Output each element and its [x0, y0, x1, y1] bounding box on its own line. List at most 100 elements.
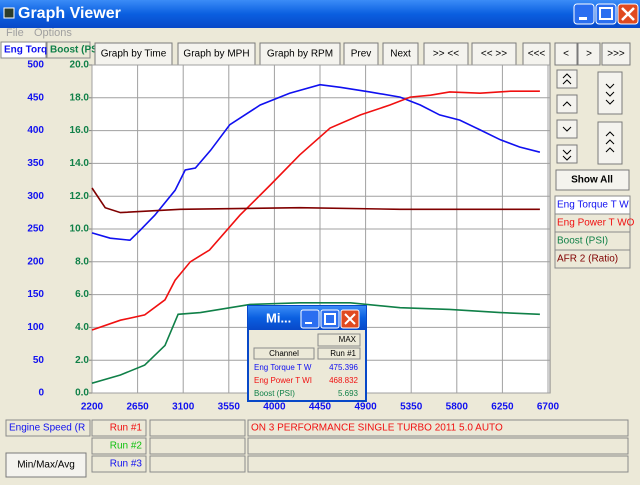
scroll-up[interactable]: [556, 94, 578, 114]
run-label: Run #1: [110, 423, 143, 434]
minimize-button[interactable]: [573, 3, 595, 25]
side-panel: Show All: [555, 69, 630, 191]
y2-tick-label: 2.0: [75, 355, 89, 366]
legend-item[interactable]: Eng Torque T W: [554, 195, 631, 215]
series-line: [91, 187, 540, 214]
close-button[interactable]: [617, 3, 639, 25]
x-tick-label: 6250: [491, 402, 514, 413]
channel-name: Boost (PSI): [254, 389, 295, 398]
y-tick-label: 150: [27, 289, 44, 300]
button-label: << >>: [481, 49, 507, 60]
legend-label: Eng Torque T W: [557, 200, 629, 211]
channel-name: Eng Power T WI: [254, 376, 312, 385]
min-max-avg-button[interactable]: Min/Max/Avg: [5, 452, 87, 478]
toolbar-button[interactable]: Graph by Time: [94, 42, 173, 66]
button-label: <: [563, 49, 569, 60]
toolbar-button[interactable]: >: [577, 42, 601, 66]
button-label: <<<: [528, 49, 546, 60]
toolbar: Graph by Time Graph by MPH Graph by RPM Pre…: [94, 42, 631, 66]
popup-header: MAX: [339, 335, 357, 344]
x-tick-label: 3100: [172, 402, 195, 413]
popup-close[interactable]: [340, 309, 360, 329]
column-header: Run #1: [330, 349, 356, 358]
toolbar-button[interactable]: Graph by RPM: [259, 42, 341, 66]
zoom-out[interactable]: [597, 71, 623, 115]
toolbar-button[interactable]: >>>: [601, 42, 631, 66]
button-frame: [601, 42, 631, 66]
run-label: Run #3: [110, 459, 143, 470]
popup-maximize[interactable]: [320, 309, 340, 329]
y-tick-label: 500: [27, 60, 44, 71]
y2-tick-label: 20.0: [70, 60, 90, 71]
popup-window: Mi... MAX Channel Run #1 Eng Torque T W …: [247, 305, 367, 402]
x-tick-label: 3550: [218, 402, 241, 413]
app-icon: [3, 7, 15, 19]
button-label: >: [586, 49, 592, 60]
legend-label: Eng Power T WO: [557, 218, 635, 229]
y-tick-label: 100: [27, 322, 44, 333]
toolbar-button[interactable]: <: [554, 42, 578, 66]
button-frame: [554, 42, 578, 66]
toolbar-button[interactable]: Next: [382, 42, 419, 66]
channel-value: 5.693: [338, 389, 359, 398]
menu-item[interactable]: File: [6, 27, 24, 39]
scroll-down-fast[interactable]: [556, 144, 578, 164]
toolbar-button[interactable]: >> <<: [423, 42, 469, 66]
x-tick-label: 5350: [400, 402, 423, 413]
x-tick-label: 6700: [537, 402, 560, 413]
button-label: Next: [390, 49, 411, 60]
button-label: Graph by RPM: [267, 49, 333, 60]
toolbar-button[interactable]: <<<: [522, 42, 551, 66]
channel-value: 468.832: [329, 376, 358, 385]
y-tick-label: 200: [27, 256, 44, 267]
y-tick-label: 450: [27, 92, 44, 103]
button-label: Graph by MPH: [183, 49, 249, 60]
toolbar-button[interactable]: << >>: [471, 42, 517, 66]
y2-tick-label: 8.0: [75, 256, 89, 267]
x-tick-label: 5800: [446, 402, 469, 413]
button-frame: [577, 42, 601, 66]
toolbar-button[interactable]: Graph by MPH: [177, 42, 256, 66]
menu-item[interactable]: Options: [34, 27, 72, 39]
show-all-button[interactable]: Show All: [555, 169, 630, 191]
y2-tick-label: 14.0: [70, 158, 90, 169]
legend-frame: [554, 249, 631, 269]
legend-item[interactable]: Boost (PSI): [554, 231, 631, 251]
y-tick-label: 350: [27, 158, 44, 169]
column-header: Channel: [269, 349, 299, 358]
run-label: Run #2: [110, 441, 143, 452]
series-line: [91, 90, 540, 331]
window-title: Graph Viewer: [18, 5, 121, 22]
toolbar-button[interactable]: Prev: [343, 42, 379, 66]
y2-tick-label: 16.0: [70, 125, 90, 136]
x-tick-label: 4000: [263, 402, 286, 413]
scroll-up-fast[interactable]: [556, 69, 578, 89]
button-label: Min/Max/Avg: [17, 460, 75, 471]
channel-value: 475.396: [329, 363, 358, 372]
button-label: Prev: [351, 49, 372, 60]
x-tick-label: 4450: [309, 402, 332, 413]
legend: Eng Torque T W Eng Power T WO Boost (PSI) A…: [554, 195, 635, 269]
tab[interactable]: Boost (PS: [46, 41, 98, 59]
bottom-panel: Engine Speed (R Run #1 Run #2 Run #3 ON …: [5, 419, 629, 478]
y-tick-label: 250: [27, 224, 44, 235]
series-line: [91, 302, 540, 384]
legend-item[interactable]: AFR 2 (Ratio): [554, 249, 631, 269]
y2-tick-label: 4.0: [75, 322, 89, 333]
maximize-button[interactable]: [595, 3, 617, 25]
y2-tick-label: 12.0: [70, 191, 90, 202]
run-description: ON 3 PERFORMANCE SINGLE TURBO 2011 5.0 A…: [251, 423, 503, 434]
legend-item[interactable]: Eng Power T WO: [554, 213, 635, 233]
tab[interactable]: Eng Torq: [0, 41, 47, 59]
zoom-in[interactable]: [597, 121, 623, 165]
y-tick-label: 400: [27, 125, 44, 136]
y-tick-label: 50: [33, 355, 45, 366]
tab-label: Eng Torq: [4, 45, 47, 56]
scroll-down[interactable]: [556, 119, 578, 139]
button-label: Graph by Time: [101, 49, 167, 60]
y-tick-label: 300: [27, 191, 44, 202]
popup-minimize[interactable]: [300, 309, 320, 329]
x-tick-label: 4900: [354, 402, 377, 413]
tab-label: Boost (PS: [50, 45, 98, 56]
